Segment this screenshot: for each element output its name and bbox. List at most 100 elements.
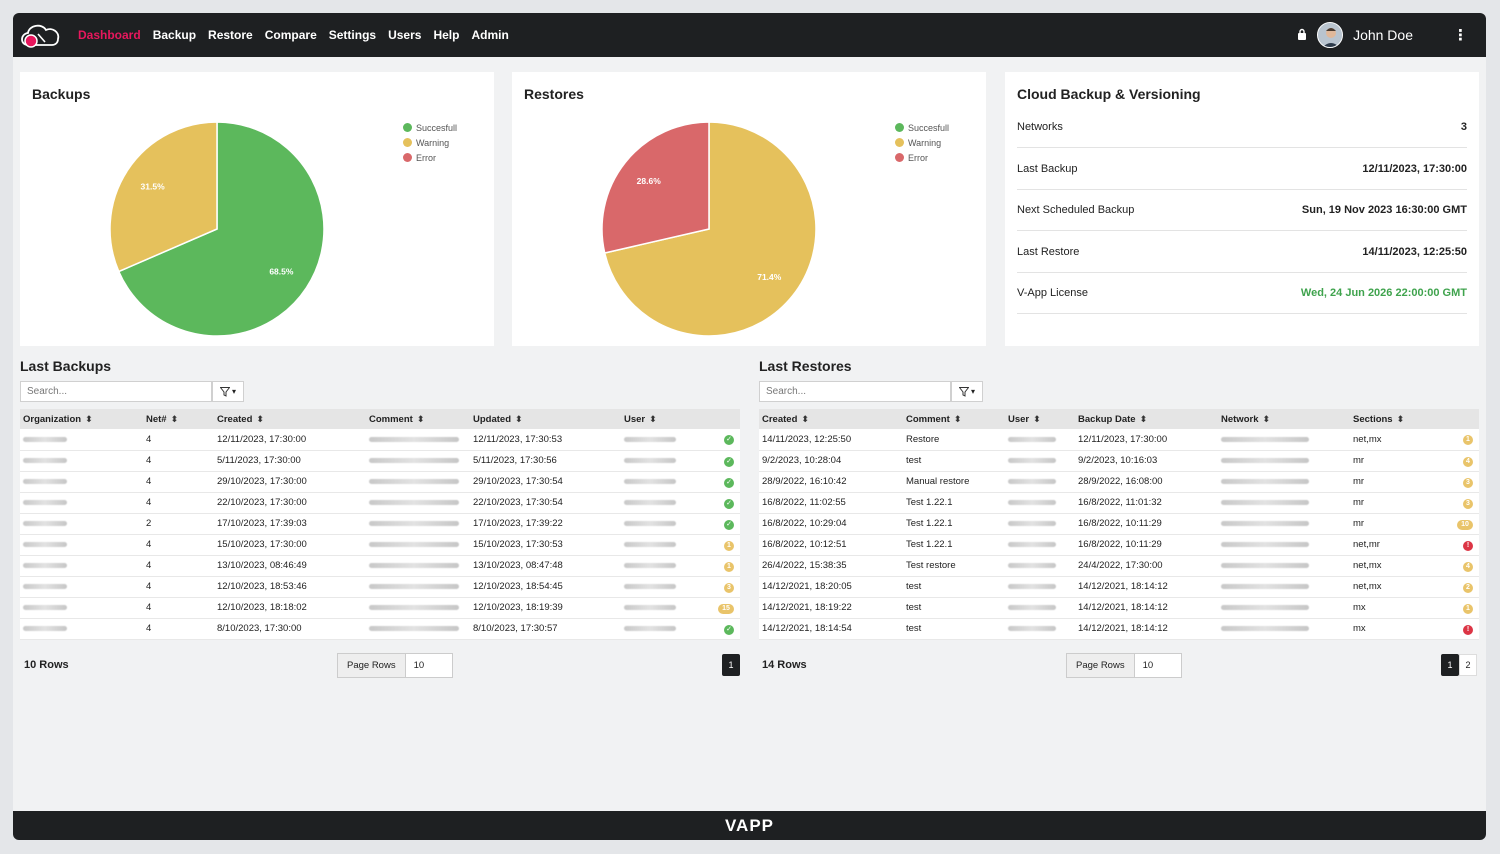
info-row-last-restore: Last Restore 14/11/2023, 12:25:50 [1017,232,1467,273]
success-check-icon[interactable]: ✓ [724,498,734,509]
table-row[interactable]: 28/9/2022, 16:10:42 Manual restore 28/9/20… [759,471,1479,493]
table-row[interactable]: 4 15/10/2023, 17:30:00 15/10/2023, 17:30:5… [20,534,740,556]
table-row[interactable]: 4 12/11/2023, 17:30:00 12/11/2023, 17:30:5… [20,429,740,451]
avatar[interactable] [1317,22,1344,48]
warning-badge[interactable]: 10 [1457,519,1473,530]
legend-item-success[interactable]: Succesfull [403,120,457,135]
table-row[interactable]: 26/4/2022, 15:38:35 Test restore 24/4/2022… [759,555,1479,577]
app-logo-icon[interactable] [18,19,62,51]
table-row[interactable]: 9/2/2023, 10:28:04 test 9/2/2023, 10:16:03… [759,450,1479,472]
success-check-icon[interactable]: ✓ [724,519,734,530]
page-button-2[interactable]: 2 [1459,654,1477,676]
column-header-network[interactable]: Network ⬍ [1218,409,1350,429]
column-header-created[interactable]: Created ⬍ [214,409,366,429]
sort-icon[interactable]: ⬍ [170,413,179,424]
success-check-icon[interactable]: ✓ [724,435,734,446]
warning-badge[interactable]: 2 [1463,582,1473,593]
table-row[interactable]: 16/8/2022, 10:12:51 Test 1.22.1 16/8/2022,… [759,534,1479,556]
lock-icon[interactable] [1297,28,1307,43]
sort-icon[interactable]: ⬍ [256,413,264,424]
warning-badge[interactable]: 4 [1463,456,1473,467]
column-header-organization[interactable]: Organization ⬍ [20,409,143,429]
nav-item-settings[interactable]: Settings [328,28,377,42]
warning-badge[interactable]: 1 [1463,603,1473,614]
nav-item-restore[interactable]: Restore [208,28,253,42]
restores-filter-button[interactable]: ▾ [951,381,983,402]
table-row[interactable]: 4 5/11/2023, 17:30:00 5/11/2023, 17:30:56 ✓ [20,450,740,472]
table-row[interactable]: 14/12/2021, 18:20:05 test 14/12/2021, 18:1… [759,576,1479,598]
table-row[interactable]: 4 13/10/2023, 08:46:49 13/10/2023, 08:47:4… [20,555,740,577]
table-row[interactable]: 14/12/2021, 18:19:22 test 14/12/2021, 18:1… [759,597,1479,619]
backups-page-rows[interactable]: Page Rows 10 [337,653,453,678]
legend-item-warning[interactable]: Warning [403,135,457,150]
restores-page-rows[interactable]: Page Rows 10 [1066,653,1182,678]
warning-badge[interactable]: 3 [724,582,734,593]
column-header-net-[interactable]: Net# ⬍ [143,409,214,429]
column-header-user[interactable]: User ⬍ [1005,409,1075,429]
column-header-created[interactable]: Created ⬍ [759,409,903,429]
success-check-icon[interactable]: ✓ [724,456,734,467]
sort-icon[interactable]: ⬍ [515,413,523,424]
table-row[interactable]: 16/8/2022, 11:02:55 Test 1.22.1 16/8/2022,… [759,492,1479,514]
warning-badge[interactable]: 1 [724,540,734,551]
nav-item-dashboard[interactable]: Dashboard [78,28,141,42]
sort-icon[interactable]: ⬍ [1139,413,1148,424]
table-row[interactable]: 14/11/2023, 12:25:50 Restore 12/11/2023, 1… [759,429,1479,451]
legend-item-success[interactable]: Succesfull [895,120,949,135]
nav-item-help[interactable]: Help [433,28,460,42]
pie-slice-warning[interactable] [603,121,817,337]
kebab-menu-icon[interactable]: ⋮ [1453,27,1468,44]
warning-badge[interactable]: 3 [1463,477,1473,488]
sort-icon[interactable]: ⬍ [649,413,657,424]
nav-item-backup[interactable]: Backup [152,28,197,42]
restores-search-input[interactable]: Search... [759,381,951,402]
pie-slice-warning[interactable] [109,121,218,273]
table-row[interactable]: 2 17/10/2023, 17:39:03 17/10/2023, 17:39:2… [20,513,740,535]
success-check-icon[interactable]: ✓ [724,624,734,635]
warning-badge[interactable]: 1 [724,561,734,572]
column-header-updated[interactable]: Updated ⬍ [470,409,621,429]
column-header-comment[interactable]: Comment ⬍ [903,409,1005,429]
table-row[interactable]: 4 29/10/2023, 17:30:00 29/10/2023, 17:30:5… [20,471,740,493]
table-row[interactable]: 4 8/10/2023, 17:30:00 8/10/2023, 17:30:57 ✓ [20,618,740,640]
sort-icon[interactable]: ⬍ [953,413,962,424]
sort-icon[interactable]: ⬍ [1396,413,1405,424]
user-name[interactable]: John Doe [1353,27,1413,43]
sort-icon[interactable]: ⬍ [1033,413,1041,424]
nav-item-admin[interactable]: Admin [471,28,509,42]
sort-icon[interactable]: ⬍ [416,413,425,424]
column-header-comment[interactable]: Comment ⬍ [366,409,470,429]
warning-badge[interactable]: 4 [1463,561,1473,572]
error-badge[interactable]: ! [1463,624,1473,635]
legend-item-warning[interactable]: Warning [895,135,949,150]
table-row[interactable]: 14/12/2021, 18:14:54 test 14/12/2021, 18:1… [759,618,1479,640]
column-header-sections[interactable]: Sections ⬍ [1350,409,1445,429]
sort-icon[interactable]: ⬍ [85,413,93,424]
page-button-1[interactable]: 1 [722,654,740,676]
table-row[interactable]: 4 12/10/2023, 18:18:02 12/10/2023, 18:19:3… [20,597,740,619]
table-row[interactable]: 4 22/10/2023, 17:30:00 22/10/2023, 17:30:5… [20,492,740,514]
warning-badge[interactable]: 15 [718,603,734,614]
success-check-icon[interactable]: ✓ [724,477,734,488]
warning-badge[interactable]: 3 [1463,498,1473,509]
column-header-backup-date[interactable]: Backup Date ⬍ [1075,409,1218,429]
legend-item-error[interactable]: Error [895,150,949,165]
legend-item-error[interactable]: Error [403,150,457,165]
nav-item-users[interactable]: Users [388,28,422,42]
page-rows-input[interactable]: 10 [1142,660,1154,671]
backups-filter-button[interactable]: ▾ [212,381,244,402]
nav-item-compare[interactable]: Compare [264,28,317,42]
page-rows-input[interactable]: 10 [413,660,425,671]
page-button-1[interactable]: 1 [1441,654,1459,676]
sort-icon[interactable]: ⬍ [1262,413,1271,424]
redacted-text [23,436,67,442]
sort-icon[interactable]: ⬍ [801,413,809,424]
column-header-user[interactable]: User ⬍ [621,409,711,429]
pie-slice-success[interactable] [117,121,325,337]
backups-search-input[interactable]: Search... [20,381,212,402]
warning-badge[interactable]: 1 [1463,435,1473,446]
pie-slice-error[interactable] [601,121,710,254]
table-row[interactable]: 16/8/2022, 10:29:04 Test 1.22.1 16/8/2022,… [759,513,1479,535]
table-row[interactable]: 4 12/10/2023, 18:53:46 12/10/2023, 18:54:4… [20,576,740,598]
error-badge[interactable]: ! [1463,540,1473,551]
